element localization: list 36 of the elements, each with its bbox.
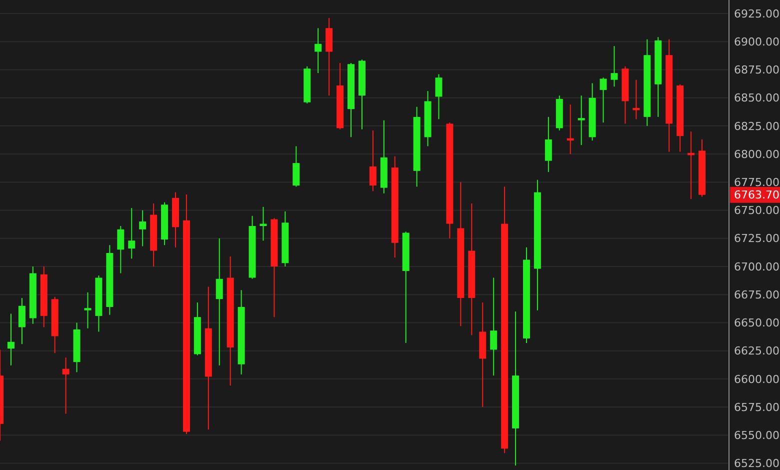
y-tick-label: 6575.00 — [734, 400, 780, 414]
y-tick-label: 6850.00 — [734, 92, 780, 105]
candlestick — [117, 226, 124, 274]
candlestick — [18, 297, 26, 345]
candlestick — [369, 130, 376, 192]
y-tick-label: 6600.00 — [734, 372, 780, 386]
candlestick — [600, 77, 607, 124]
candlestick — [84, 292, 92, 329]
candlestick — [326, 17, 333, 96]
candlestick — [292, 146, 300, 188]
candlestick — [435, 74, 442, 120]
candlestick — [314, 28, 322, 74]
y-tick-label: 6675.00 — [734, 288, 780, 302]
y-tick-label: 6825.00 — [734, 120, 780, 133]
text: 6763.70 — [734, 188, 780, 202]
candlestick — [139, 210, 146, 247]
y-tick-label: 6625.00 — [734, 344, 780, 358]
y-tick-label: 6800.00 — [734, 148, 780, 161]
candlestick — [128, 208, 136, 260]
candlestick — [490, 277, 498, 376]
candlestick — [62, 357, 70, 414]
candlestick — [216, 238, 223, 366]
y-tick-label: 6875.00 — [734, 64, 780, 77]
candlestick — [578, 95, 585, 146]
y-tick-label: 6525.00 — [734, 457, 780, 470]
y-tick-label: 6700.00 — [734, 260, 780, 274]
y-tick-label: 6650.00 — [734, 316, 780, 330]
y-tick-label: 6750.00 — [734, 204, 780, 218]
y-tick-label: 6900.00 — [734, 35, 780, 48]
candlestick — [544, 116, 552, 173]
candlestick — [7, 313, 14, 366]
y-tick-label: 6925.00 — [734, 7, 780, 20]
y-tick-label: 6550.00 — [734, 428, 780, 442]
candlestick — [610, 46, 618, 88]
y-tick-label: 6775.00 — [734, 176, 780, 190]
y-tick-label: 6725.00 — [734, 232, 780, 246]
